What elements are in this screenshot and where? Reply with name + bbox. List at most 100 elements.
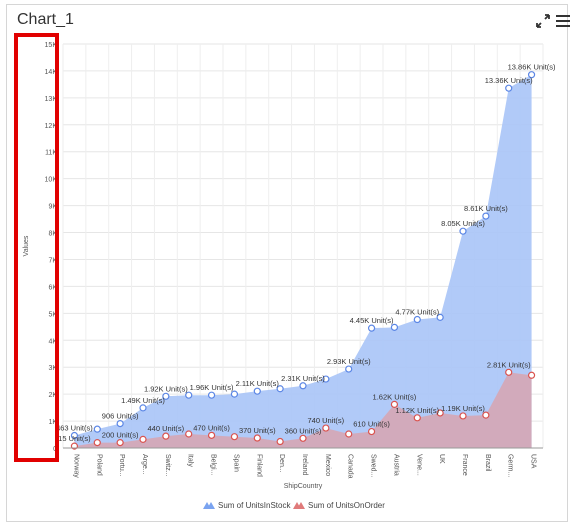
data-point[interactable]	[436, 409, 444, 417]
data-point[interactable]	[482, 411, 490, 419]
data-label: 2.93K Unit(s)	[327, 357, 371, 366]
data-label: 1.19K Unit(s)	[441, 404, 485, 413]
data-label: 463 Unit(s)	[56, 424, 93, 433]
data-point[interactable]	[345, 365, 353, 373]
x-tick-label: Finland	[255, 454, 262, 477]
data-point[interactable]	[253, 434, 261, 442]
data-label: 13.36K Unit(s)	[485, 76, 533, 85]
data-label: 8.05K Unit(s)	[441, 219, 485, 228]
data-label: 2.81K Unit(s)	[487, 360, 531, 369]
data-point[interactable]	[185, 391, 193, 399]
data-point[interactable]	[139, 435, 147, 443]
data-point[interactable]	[230, 390, 239, 398]
x-tick-label: Arge...	[141, 454, 148, 475]
x-tick-label: Austria	[392, 454, 399, 476]
legend-marker-0[interactable]	[203, 502, 215, 509]
data-point[interactable]	[482, 212, 490, 220]
y-tick-label: 3K	[48, 365, 57, 372]
y-tick-label: 7K	[48, 257, 57, 264]
legend-marker-1[interactable]	[293, 502, 305, 509]
x-tick-label: Poland	[95, 454, 102, 476]
data-point[interactable]	[322, 424, 330, 432]
data-label: 1.62K Unit(s)	[373, 392, 417, 401]
data-point[interactable]	[70, 431, 79, 440]
expand-diagonal-icon[interactable]	[535, 13, 551, 29]
data-point[interactable]	[390, 323, 399, 331]
x-tick-label: Den...	[278, 454, 285, 473]
y-tick-label: 9K	[48, 204, 57, 211]
x-tick-label: Spain	[232, 454, 239, 472]
x-tick-label: Mexico	[324, 454, 331, 476]
data-label: 2.11K Unit(s)	[236, 379, 280, 388]
hamburger-menu-icon[interactable]	[555, 13, 571, 29]
data-label: 8.61K Unit(s)	[464, 204, 508, 213]
data-point[interactable]	[527, 71, 536, 79]
data-point[interactable]	[276, 385, 284, 393]
data-point[interactable]	[230, 433, 239, 441]
data-point[interactable]	[253, 387, 261, 395]
data-point[interactable]	[116, 419, 124, 428]
series-area-0	[74, 74, 532, 448]
y-axis-highlight-box	[14, 33, 59, 462]
data-point[interactable]	[345, 430, 353, 438]
data-point[interactable]	[459, 227, 467, 235]
legend-label-0[interactable]: Sum of UnitsInStock	[218, 501, 291, 510]
data-point[interactable]	[93, 425, 101, 433]
y-tick-label: 14K	[45, 69, 58, 76]
x-tick-label: Norway	[72, 454, 79, 478]
y-tick-label: 2K	[48, 392, 57, 399]
data-point[interactable]	[436, 313, 444, 321]
data-label: 470 Unit(s)	[193, 423, 230, 432]
data-point[interactable]	[367, 427, 376, 436]
data-point[interactable]	[322, 375, 330, 383]
data-point[interactable]	[207, 431, 216, 439]
data-point[interactable]	[505, 368, 513, 376]
data-point[interactable]	[116, 439, 124, 447]
data-point[interactable]	[299, 434, 307, 442]
data-point[interactable]	[162, 392, 170, 400]
x-tick-label: UK	[438, 454, 445, 464]
x-tick-label: USA	[530, 454, 537, 469]
data-label: 610 Unit(s)	[353, 420, 390, 429]
data-point[interactable]	[185, 430, 193, 438]
data-point[interactable]	[413, 414, 421, 422]
x-tick-label: Portu...	[118, 454, 125, 477]
data-label: 15 Unit(s)	[58, 434, 91, 443]
y-tick-label: 4K	[48, 338, 57, 345]
data-point[interactable]	[505, 84, 513, 92]
data-point[interactable]	[527, 371, 536, 379]
y-tick-label: 12K	[45, 123, 58, 130]
data-point[interactable]	[413, 315, 421, 324]
x-tick-label: Ireland	[301, 454, 308, 476]
data-label: 4.45K Unit(s)	[350, 316, 394, 325]
data-label: 440 Unit(s)	[148, 424, 185, 433]
data-point[interactable]	[162, 432, 170, 440]
y-tick-label: 13K	[45, 96, 58, 103]
data-point[interactable]	[390, 400, 399, 408]
data-point[interactable]	[207, 391, 216, 399]
x-tick-label: Swed...	[370, 454, 377, 477]
data-label: 200 Unit(s)	[102, 431, 139, 440]
x-tick-label: Italy	[187, 454, 194, 467]
y-tick-label: 1K	[48, 419, 57, 426]
y-axis-title: Values	[23, 235, 30, 256]
x-tick-label: Germ...	[507, 454, 514, 477]
data-label: 370 Unit(s)	[239, 426, 276, 435]
data-point[interactable]	[299, 382, 307, 390]
data-point[interactable]	[139, 404, 147, 412]
data-label: 2.31K Unit(s)	[281, 374, 325, 383]
data-point[interactable]	[459, 412, 467, 420]
x-tick-label: Canada	[347, 454, 354, 479]
data-label: 1.96K Unit(s)	[190, 383, 234, 392]
data-point[interactable]	[93, 439, 101, 447]
legend-label-1[interactable]: Sum of UnitsOnOrder	[308, 501, 385, 510]
y-tick-label: 6K	[48, 284, 57, 291]
y-tick-label: 10K	[45, 177, 58, 184]
x-axis-title: ShipCountry	[284, 483, 323, 490]
y-tick-label: 15K	[45, 42, 58, 49]
data-point[interactable]	[276, 437, 284, 446]
data-label: 360 Unit(s)	[285, 426, 322, 435]
x-tick-label: Switz...	[164, 454, 171, 477]
data-point[interactable]	[367, 324, 376, 332]
